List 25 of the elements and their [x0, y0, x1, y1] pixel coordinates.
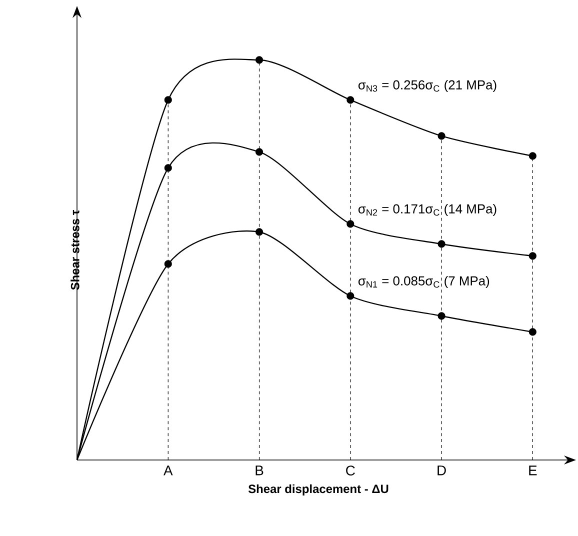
point: [528, 328, 536, 336]
point: [528, 152, 536, 160]
x-tick-label: C: [346, 466, 355, 476]
x-tick-label: A: [164, 466, 173, 476]
x-axis-title: Shear displacement - ΔU: [248, 484, 388, 496]
point: [255, 228, 264, 236]
x-tick-label: B: [256, 466, 264, 476]
point: [164, 260, 172, 268]
series-label: σ$_{N2}$ = 0.171σ$_{C}$ (14 MPa): [358, 204, 496, 216]
point: [164, 96, 172, 104]
series-label: σ$_{N3}$ = 0.256σ$_{C}$ (21 MPa): [358, 80, 496, 92]
x-tick-label: D: [438, 466, 446, 476]
point: [346, 220, 354, 228]
point: [346, 292, 354, 300]
point: [438, 312, 446, 320]
point: [255, 56, 264, 64]
point: [438, 240, 446, 248]
point: [346, 96, 354, 104]
series-label: σ$_{N1}$ = 0.085σ$_{C}$ (7 MPa): [358, 276, 490, 288]
y-axis-title: Shear stress τ: [70, 210, 80, 290]
point: [528, 252, 536, 260]
x-tick-label: E: [529, 466, 537, 476]
point: [255, 148, 264, 156]
point: [164, 164, 172, 172]
point: [438, 132, 446, 140]
